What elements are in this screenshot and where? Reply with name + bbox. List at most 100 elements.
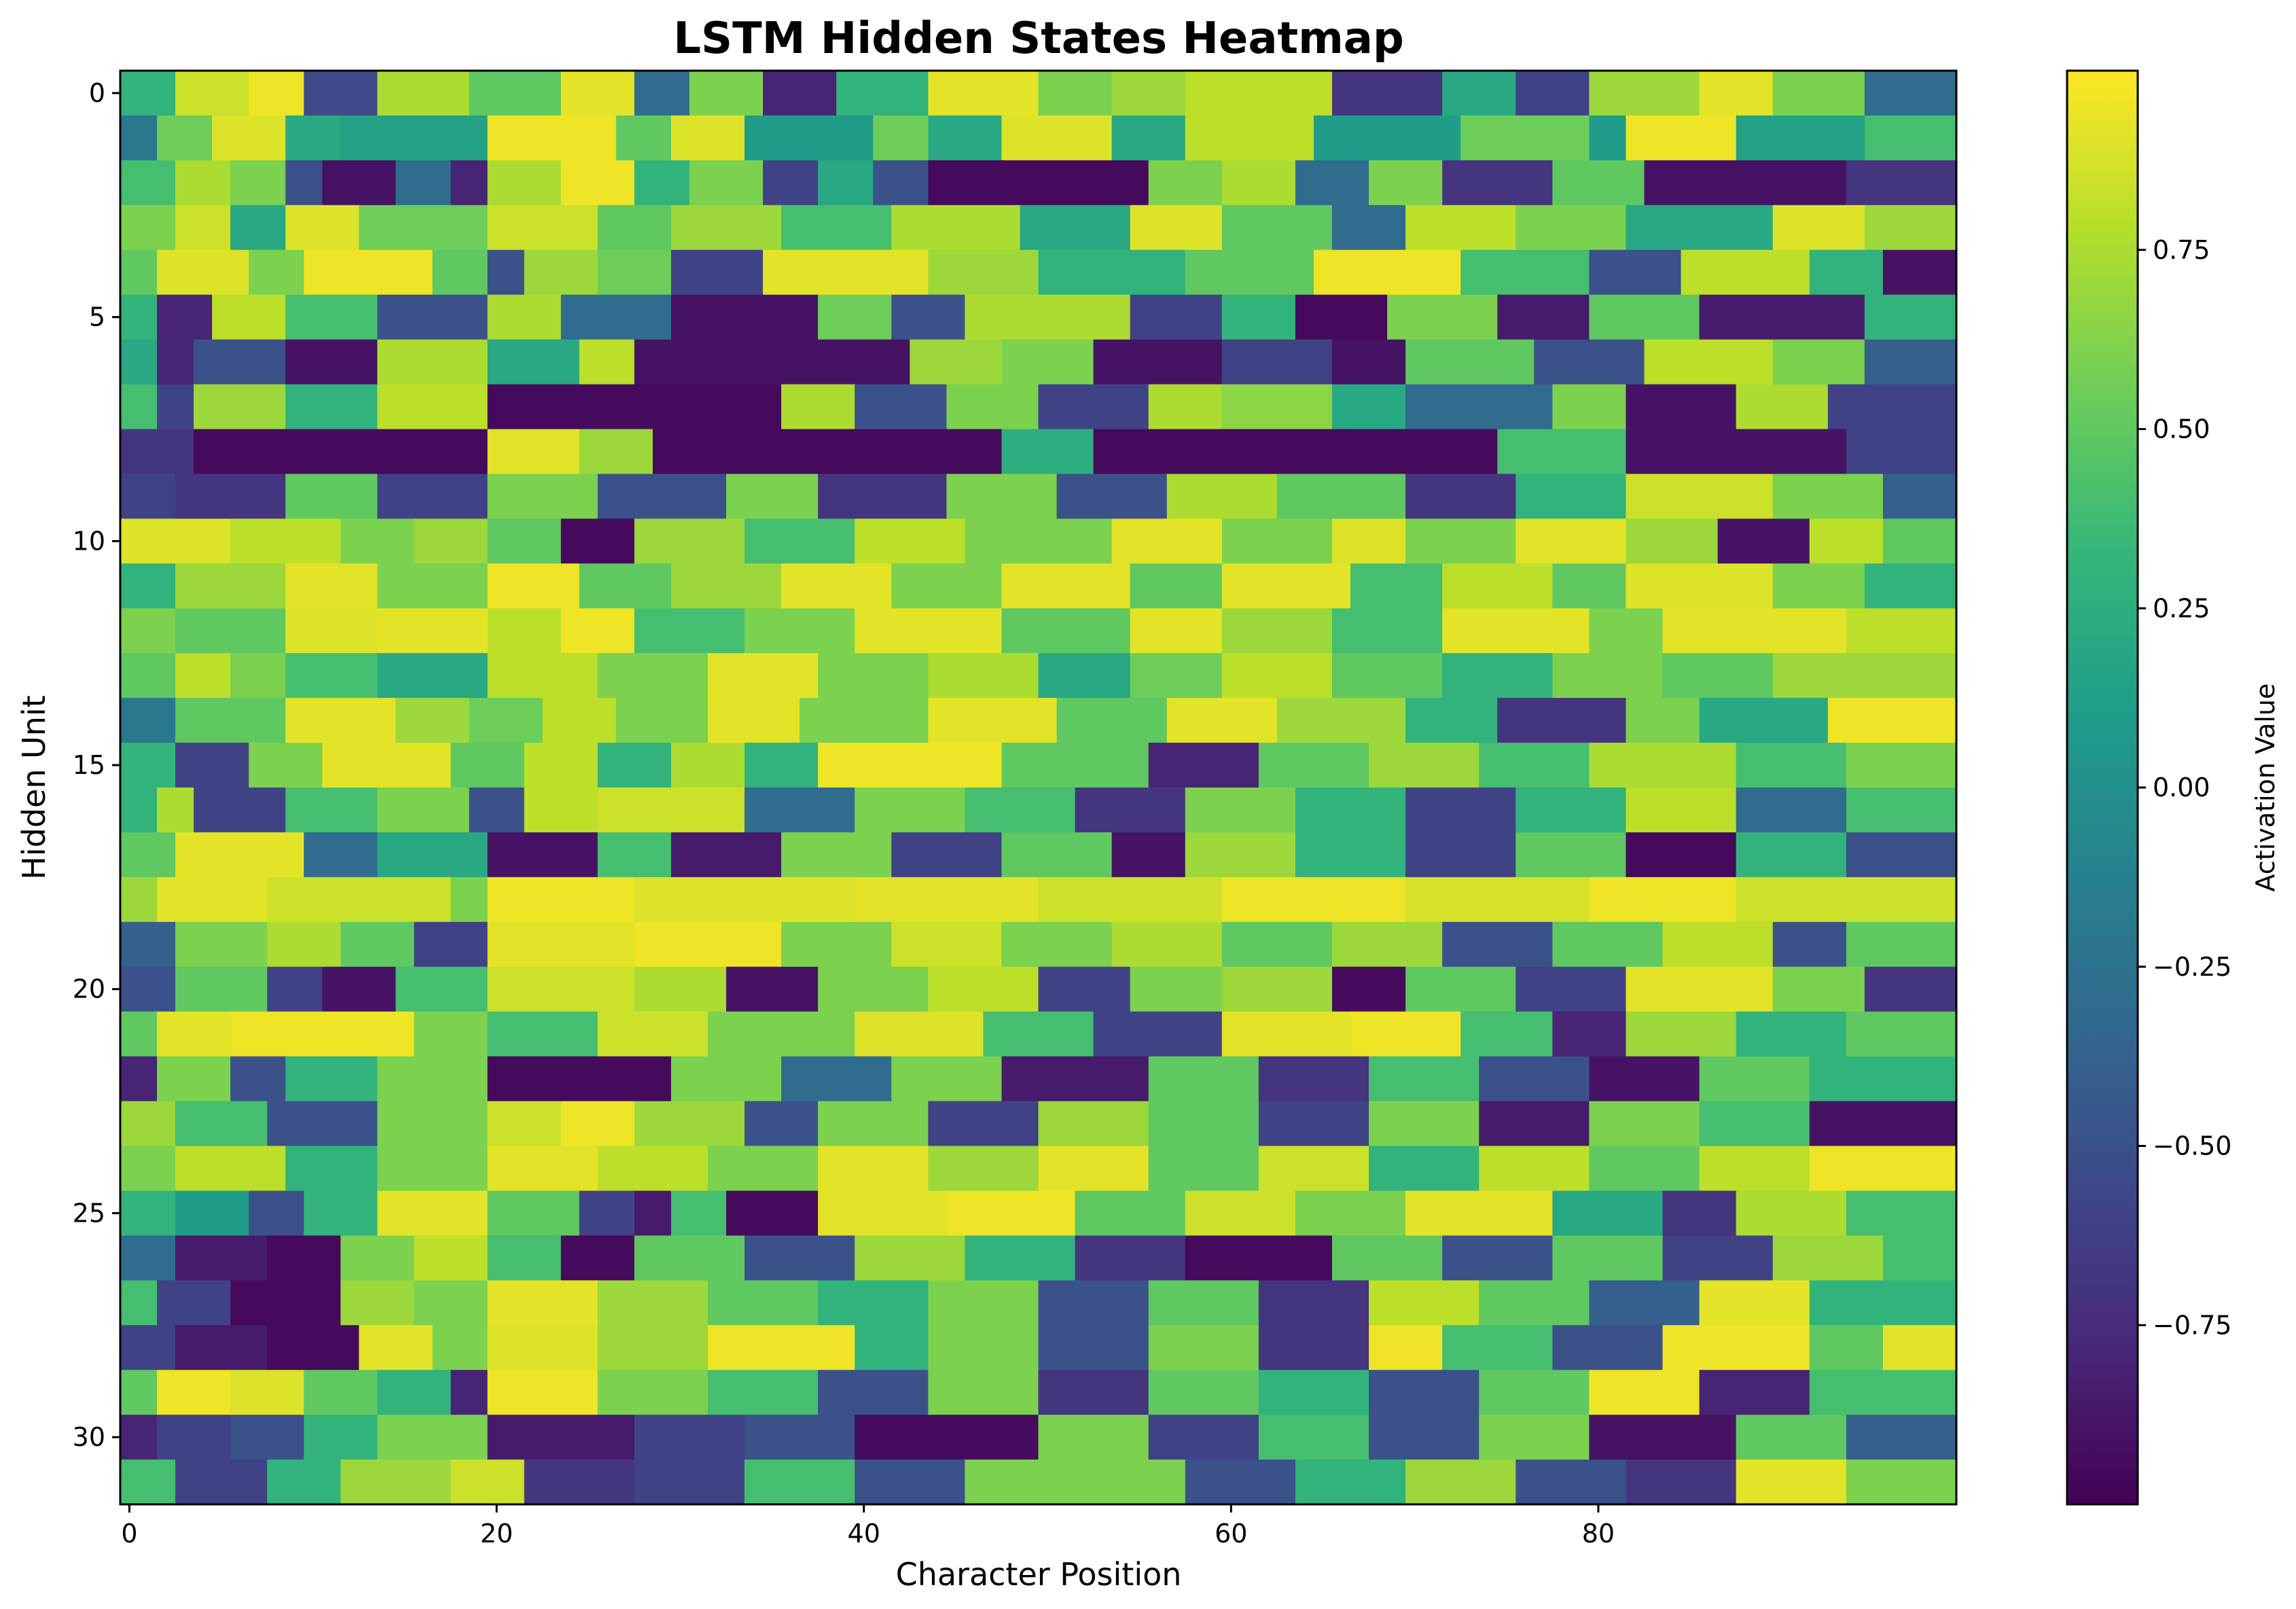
heatmap-cell-row-23 (1699, 1101, 1810, 1147)
heatmap-cell-row-2 (120, 160, 176, 206)
heatmap-cell-row-19 (175, 921, 268, 968)
heatmap-cell-row-29 (1479, 1370, 1590, 1415)
colorbar-tick-label: 0.25 (2153, 593, 2210, 623)
heatmap-cell-row-29 (707, 1370, 819, 1415)
heatmap-cell-row-2 (1221, 160, 1296, 206)
heatmap-cell-row-2 (818, 160, 874, 206)
x-tick-label: 20 (480, 1519, 513, 1549)
heatmap-cell-row-6 (579, 339, 635, 385)
heatmap-cell-row-2 (395, 160, 452, 206)
heatmap-cell-row-2 (1846, 160, 1957, 206)
heatmap-cell-row-26 (560, 1235, 635, 1281)
heatmap-cell-row-5 (120, 294, 158, 340)
heatmap-cell-row-29 (1589, 1370, 1700, 1415)
heatmap-cell-row-2 (487, 160, 562, 206)
heatmap-cell-row-20 (175, 966, 268, 1012)
plot-frame (119, 69, 1958, 1506)
heatmap-cell-row-31 (175, 1460, 268, 1505)
colorbar-tick-label: −0.75 (2153, 1310, 2231, 1340)
heatmap-cell-row-12 (1001, 608, 1131, 654)
heatmap-cell-row-29 (157, 1370, 231, 1415)
heatmap-cell-row-26 (745, 1235, 855, 1281)
heatmap-cell-row-10 (745, 518, 855, 564)
heatmap-cell-row-31 (965, 1460, 1076, 1505)
heatmap-cell-row-25 (377, 1190, 488, 1236)
heatmap-cell-row-13 (230, 653, 286, 699)
heatmap-cell-row-21 (1093, 1011, 1223, 1057)
heatmap-cell-row-18 (120, 877, 158, 923)
heatmap-cell-row-29 (928, 1370, 1039, 1415)
chart-title: LSTM Hidden States Heatmap (673, 14, 1404, 64)
heatmap-cell-row-2 (175, 160, 231, 206)
heatmap-cell-row-27 (1699, 1280, 1810, 1326)
heatmap-cell-row-22 (1589, 1056, 1700, 1102)
heatmap-cell-row-30 (230, 1415, 304, 1460)
heatmap-cell-row-11 (670, 563, 782, 609)
heatmap-cell-row-18 (267, 877, 452, 923)
heatmap-cell-row-3 (1405, 205, 1516, 251)
heatmap-cell-row-4 (1038, 249, 1186, 296)
heatmap-cell-row-26 (1662, 1235, 1774, 1281)
heatmap-cell-row-17 (1001, 832, 1113, 878)
heatmap-cell-row-9 (1515, 474, 1627, 519)
heatmap-cell-row-1 (157, 115, 213, 161)
heatmap-cell-row-19 (267, 921, 341, 968)
heatmap-cell-row-19 (781, 921, 892, 968)
heatmap-cell-row-19 (1001, 921, 1113, 968)
heatmap-cell-row-26 (414, 1235, 488, 1281)
heatmap-cell-row-3 (670, 205, 782, 251)
heatmap-cell-row-19 (1331, 921, 1443, 968)
heatmap-cell-row-6 (634, 339, 782, 385)
heatmap-cell-row-22 (1148, 1056, 1259, 1102)
heatmap-cell-row-20 (928, 966, 1039, 1012)
heatmap-cell-row-12 (377, 608, 488, 654)
heatmap-cell-row-0 (120, 71, 176, 116)
heatmap-cell-row-16 (1736, 788, 1847, 833)
x-tick-label: 0 (121, 1519, 137, 1549)
heatmap-cell-row-12 (487, 608, 562, 654)
heatmap-cell-row-23 (1809, 1101, 1957, 1147)
heatmap-cell-row-21 (1221, 1011, 1351, 1057)
heatmap-cell-row-8 (1497, 429, 1627, 475)
heatmap-cell-row-4 (304, 249, 433, 296)
heatmap-cell-row-12 (560, 608, 635, 654)
y-axis-ticks: 0 5 10 15 20 25 30 (73, 78, 120, 1452)
heatmap-cell-row-17 (175, 832, 304, 878)
heatmap-cell-row-24 (1479, 1146, 1590, 1192)
heatmap-cell-row-7 (1405, 384, 1553, 430)
heatmap-cell-row-13 (1662, 653, 1774, 699)
heatmap-cell-row-30 (1038, 1415, 1149, 1460)
heatmap-cell-row-23 (1589, 1101, 1700, 1147)
heatmap-cell-row-14 (175, 698, 286, 743)
heatmap-cell-row-1 (120, 115, 158, 161)
heatmap-cell-row-11 (1001, 563, 1131, 609)
heatmap-cell-row-12 (1846, 608, 1957, 654)
heatmap-cell-row-26 (175, 1235, 268, 1281)
heatmap-cell-row-14 (1056, 698, 1168, 743)
heatmap-cell-row-29 (377, 1370, 452, 1415)
heatmap-cell-row-6 (377, 339, 488, 385)
heatmap-cell-row-30 (634, 1415, 745, 1460)
heatmap-cell-row-0 (469, 71, 562, 116)
heatmap-cell-row-4 (1809, 249, 1884, 296)
heatmap-cell-row-26 (855, 1235, 965, 1281)
heatmap-cell-row-25 (1552, 1190, 1664, 1236)
heatmap-cell-row-3 (285, 205, 359, 251)
heatmap-cell-row-21 (1552, 1011, 1627, 1057)
y-tick-label: 10 (73, 526, 105, 556)
heatmap-cell-row-13 (377, 653, 488, 699)
heatmap-cell-row-27 (230, 1280, 341, 1326)
heatmap-cell-row-20 (267, 966, 323, 1012)
heatmap-cell-row-6 (910, 339, 1003, 385)
heatmap-cell-row-23 (175, 1101, 268, 1147)
heatmap-cell-row-12 (285, 608, 378, 654)
heatmap-cell-row-1 (340, 115, 488, 161)
heatmap-cell-row-25 (175, 1190, 249, 1236)
heatmap-cell-row-3 (487, 205, 598, 251)
heatmap-cell-row-7 (1331, 384, 1406, 430)
heatmap-cell-row-0 (836, 71, 929, 116)
heatmap-cell-row-27 (1258, 1280, 1369, 1326)
heatmap-cell-row-23 (1369, 1101, 1479, 1147)
heatmap-cell-row-25 (634, 1190, 672, 1236)
